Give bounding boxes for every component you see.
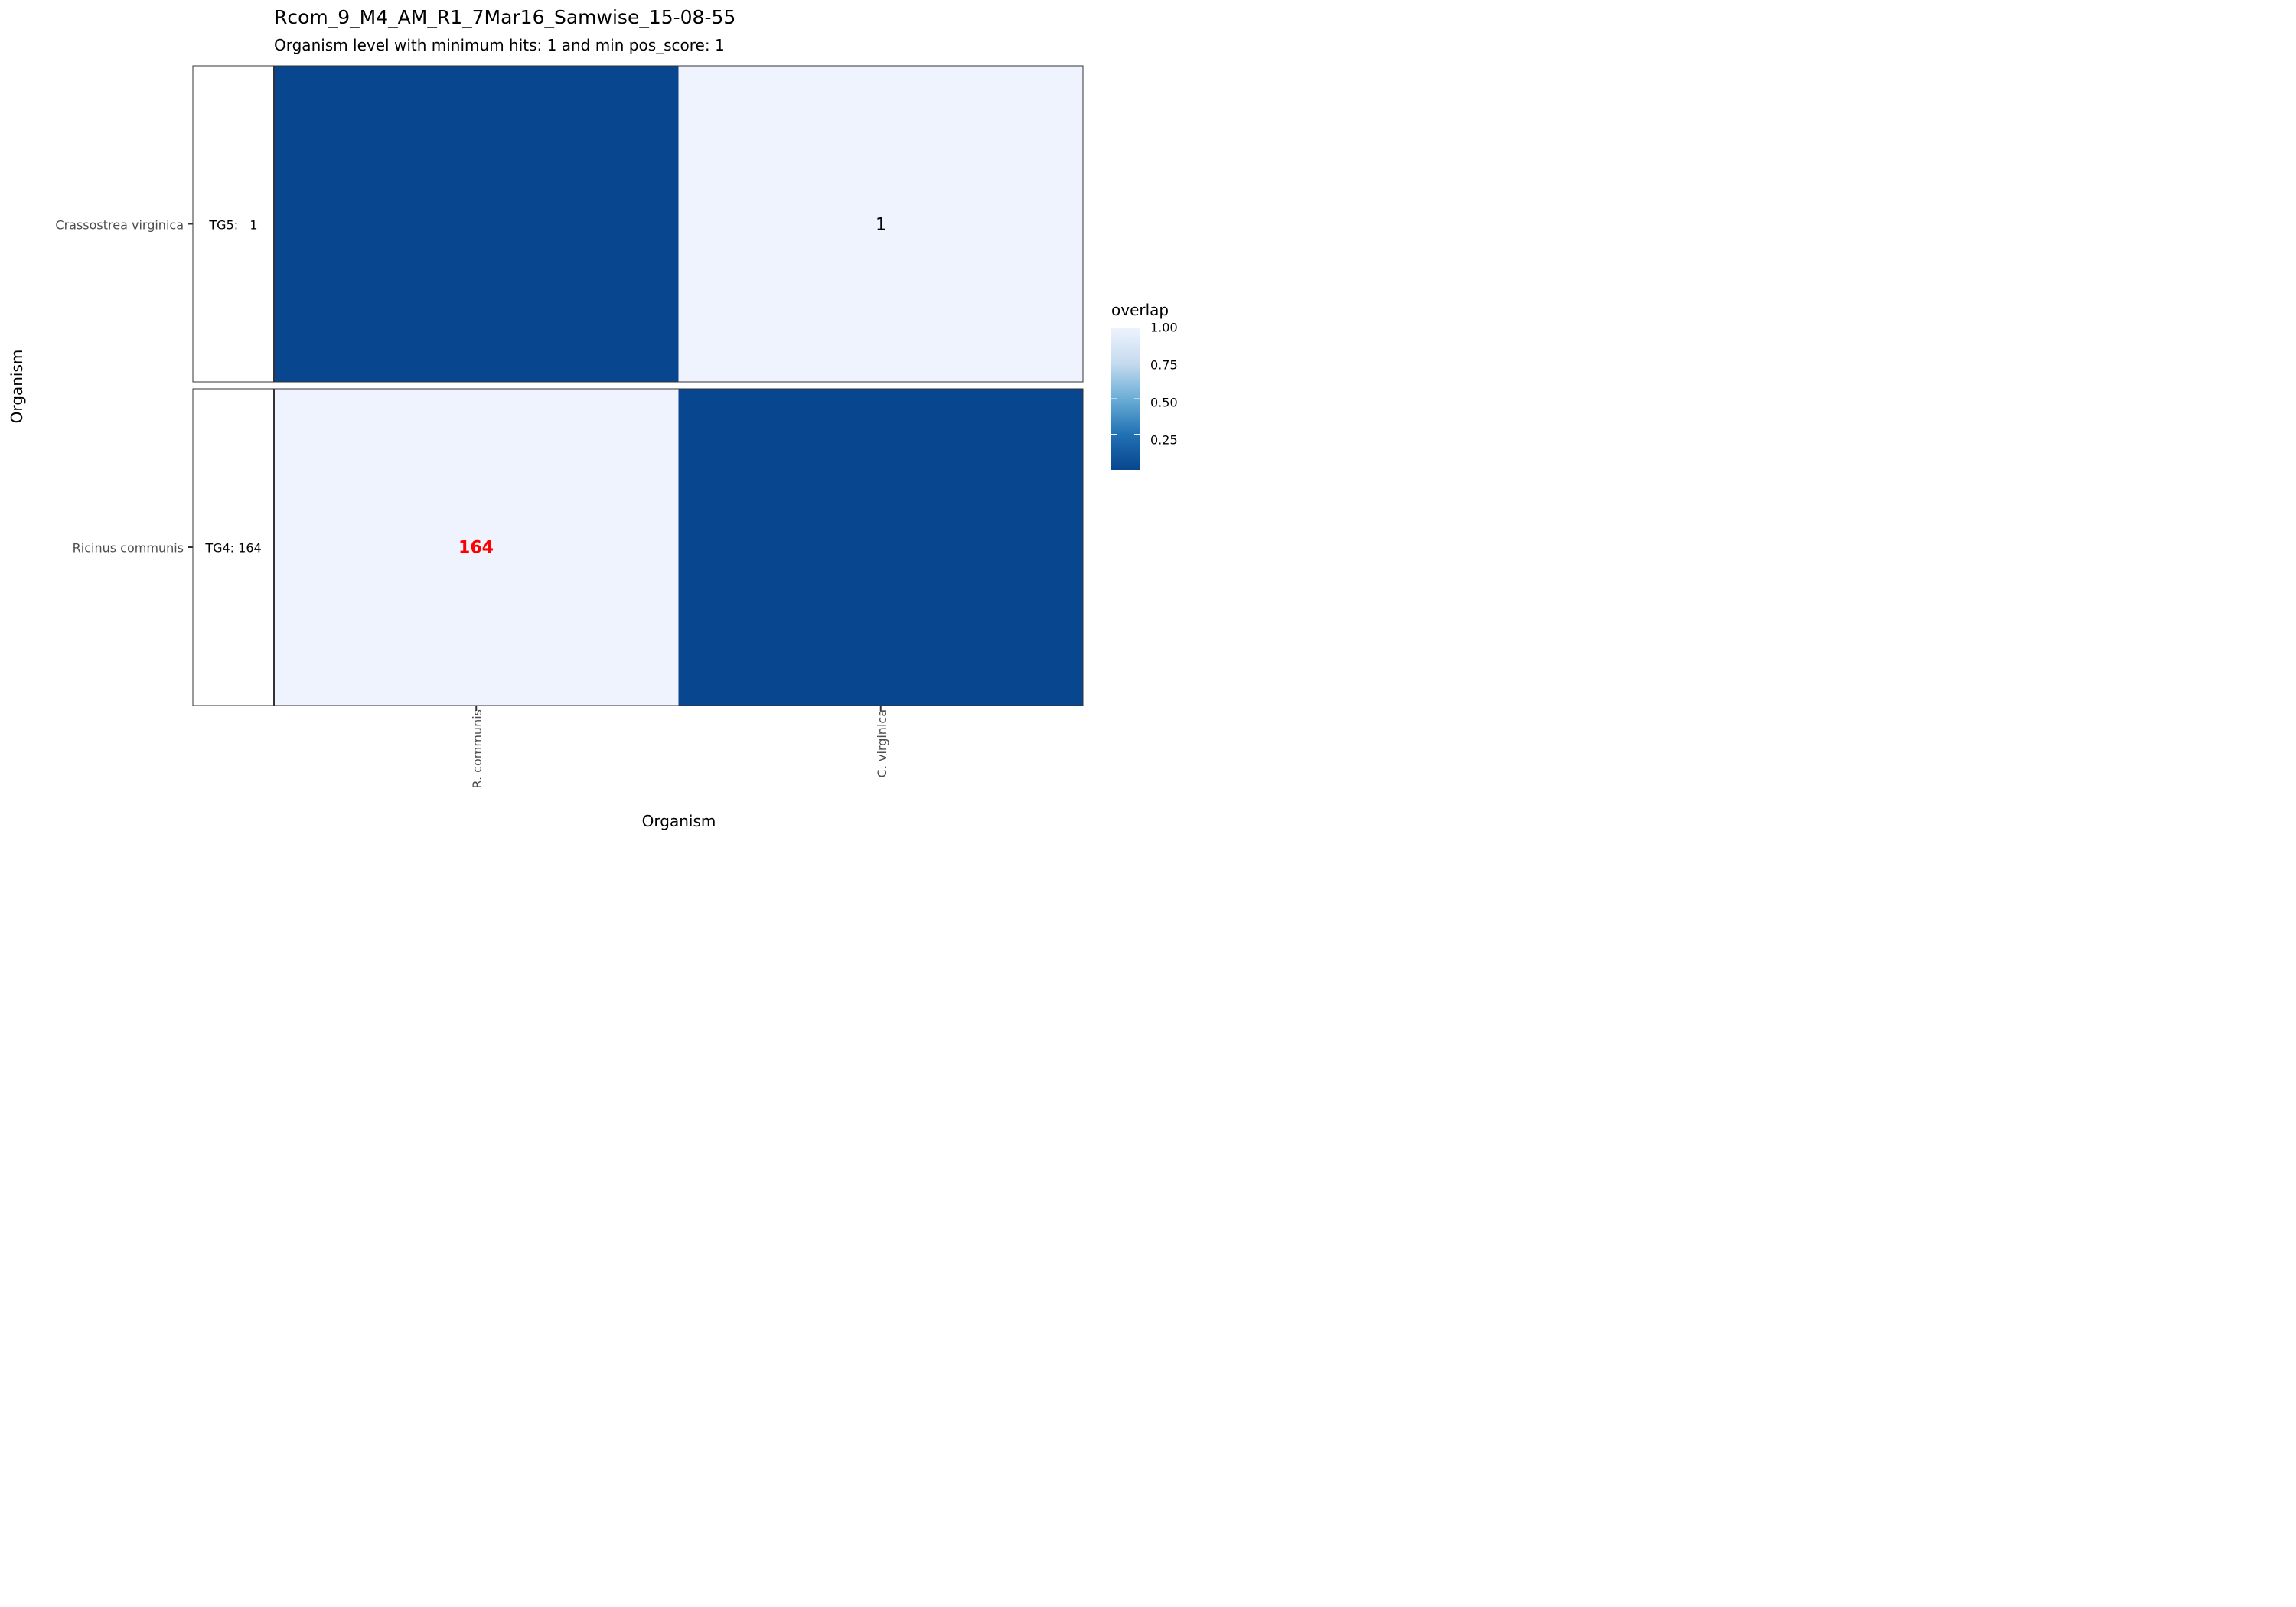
- y-tick-label: Ricinus communis: [72, 540, 184, 556]
- y-tick-label: Crassostrea virginica: [55, 217, 184, 233]
- row-group-label: TG4: 164: [205, 540, 262, 556]
- heatmap-cell: [678, 66, 1083, 382]
- legend-tick-label: 1.00: [1150, 320, 1178, 335]
- x-axis-label: Organism: [641, 812, 716, 830]
- x-tick-label: R. communis: [470, 709, 485, 789]
- y-axis-label: Organism: [8, 349, 26, 424]
- legend-tick-label: 0.50: [1150, 395, 1178, 410]
- legend-tick-label: 0.25: [1150, 432, 1178, 448]
- legend-tick-label: 0.75: [1150, 357, 1178, 373]
- heatmap-cell: [274, 66, 679, 382]
- row-strip: [192, 65, 275, 383]
- cell-value-label: 1: [876, 215, 886, 235]
- heatmap-chart: [188, 65, 1140, 711]
- heatmap-cell: [274, 389, 679, 706]
- chart-subtitle: Organism level with minimum hits: 1 and …: [274, 36, 725, 54]
- chart-title: Rcom_9_M4_AM_R1_7Mar16_Samwise_15-08-55: [274, 6, 736, 28]
- row-group-label: TG5: 1: [209, 217, 258, 233]
- cell-value-label: 164: [458, 538, 494, 558]
- heatmap-cell: [678, 389, 1083, 706]
- legend-title: overlap: [1111, 301, 1169, 319]
- x-tick-label: C. virginica: [874, 709, 889, 778]
